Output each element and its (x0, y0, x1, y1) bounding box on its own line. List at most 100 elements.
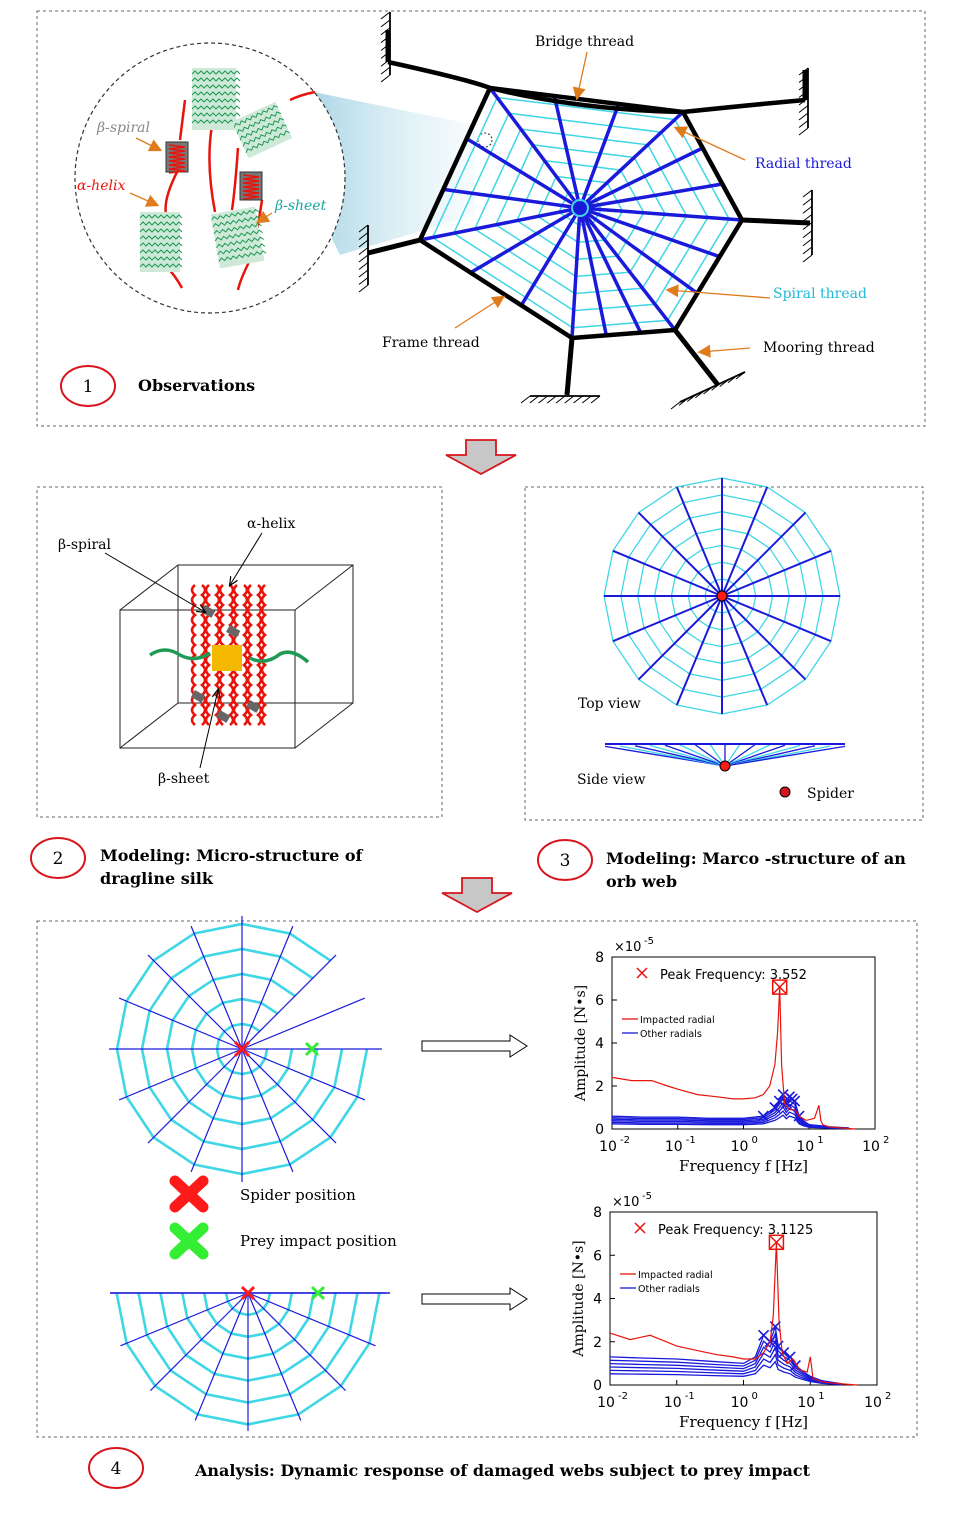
radial-thread (147, 954, 243, 1050)
legend-entry: Impacted radial (638, 1270, 713, 1281)
plot-area (609, 1211, 878, 1386)
spider-marker (719, 760, 731, 772)
side-view-label: Side view (577, 772, 645, 788)
mooring-thread (564, 337, 575, 396)
x-tick-power: 2 (883, 1135, 889, 1146)
x-tick-label: 10 (597, 1395, 615, 1411)
anchor-hatch (358, 239, 369, 248)
beta-sheet-zigzag (218, 250, 267, 262)
cube-edge (294, 564, 354, 611)
x-axis-label: Frequency f [Hz] (679, 1157, 808, 1175)
radial-thread (612, 549, 723, 597)
radial-thread (578, 206, 677, 332)
spider-position-icon (169, 1175, 209, 1213)
anchor-hatch (380, 27, 391, 36)
radial-thread (637, 595, 723, 681)
flow-arrow-1 (445, 439, 517, 476)
series-other-radials (609, 1331, 843, 1385)
beta-sheet-zigzag (216, 236, 265, 249)
anchor-hatch (711, 382, 721, 391)
other-radial-peak-marker (789, 1095, 801, 1107)
beta-spiral-zoom-label: β-spiral (96, 120, 150, 136)
radial-thread (118, 1048, 243, 1101)
anchor-hatch (802, 238, 813, 247)
step-4-title: Analysis: Dynamic response of damaged we… (194, 1461, 811, 1480)
beta-sheet-zigzag (139, 228, 183, 233)
anchor-hatch (798, 112, 809, 121)
panel1-pointer-arrows (129, 51, 771, 358)
side-thread (724, 744, 756, 767)
x-tick-power: -1 (686, 1135, 696, 1146)
radial-thread (675, 595, 723, 706)
radial-thread (579, 146, 704, 210)
step-1-badge (60, 365, 116, 407)
other-radial-peak-marker (769, 1101, 781, 1114)
radial-thread (570, 207, 582, 339)
anchor-hatch (380, 74, 391, 83)
anchor-hatch (798, 105, 809, 113)
y-axis-label: Amplitude [N•s] (573, 985, 589, 1102)
other-radial-peak-marker (757, 1110, 769, 1122)
radial-thread (118, 997, 243, 1050)
side-thread (724, 745, 846, 767)
x-tick-label: 10 (731, 1139, 749, 1155)
radial-thread (241, 997, 366, 1050)
orb-web-diagram (358, 11, 813, 410)
legend-entry: Impacted radial (640, 1015, 715, 1026)
peak-box (771, 979, 788, 995)
plot-area (611, 956, 876, 1130)
anchor-hatch (798, 97, 809, 106)
y-tick-label: 0 (595, 1122, 604, 1138)
anchor-hatch (380, 50, 391, 59)
x-tick-label: 10 (862, 1139, 880, 1155)
beta-sheet-zigzag (139, 214, 183, 219)
series-other-radials (609, 1353, 843, 1386)
prey-impact-marker (310, 1285, 326, 1301)
hollow-arrow-top (421, 1034, 528, 1058)
y-exponent: ×10 (612, 1195, 639, 1210)
anchor-hatch (802, 222, 813, 230)
cube-edge (294, 702, 354, 749)
radial-thread (578, 206, 699, 295)
bridge-thread (387, 59, 806, 115)
beta-sheet-zigzag (191, 119, 241, 124)
radial-thread (149, 1292, 249, 1392)
radial-thread (721, 549, 832, 597)
anchor-hatch (802, 254, 813, 263)
radial-thread (241, 1048, 366, 1101)
radial-thread-label: Radial thread (755, 156, 852, 172)
cube-back (177, 564, 354, 704)
beta-sheet-block (139, 212, 183, 272)
mooring-thread (673, 328, 720, 387)
y-tick-label: 8 (593, 1205, 602, 1221)
peak-frequency-label: Peak Frequency: 3.1125 (658, 1223, 813, 1238)
anchor-hatch (358, 269, 369, 278)
series-impacted-radial (609, 1242, 857, 1386)
legend-peak-icon (636, 967, 648, 979)
radial-thread (488, 86, 582, 210)
radial-thread (247, 1292, 347, 1392)
anchor-hatch (380, 58, 391, 67)
spiral-thread-label: Spiral thread (773, 286, 867, 302)
radial-thread (190, 1048, 243, 1173)
spider-position-marker (240, 1285, 256, 1301)
x-tick-power: 2 (885, 1391, 891, 1402)
panel-macrostructure (524, 486, 924, 821)
anchor-hatch (695, 390, 705, 399)
prey-impact-icon (169, 1222, 209, 1260)
radial-thread (241, 1048, 294, 1173)
panel-microstructure (36, 486, 443, 818)
alpha-helix-chain (289, 90, 316, 102)
anchor-hatch (678, 397, 689, 406)
anchor-hatch (380, 19, 391, 28)
beta-spiral-segment (226, 625, 241, 638)
radial-thread (675, 486, 723, 597)
beta-sheet-block (210, 206, 267, 269)
anchor-hatch (358, 277, 369, 285)
beta-sheet-zigzag (212, 215, 261, 228)
legend-peak-icon (634, 1222, 646, 1234)
side-thread (664, 744, 726, 767)
side-thread (679, 744, 726, 767)
beta-sheet-zigzag (233, 105, 279, 128)
